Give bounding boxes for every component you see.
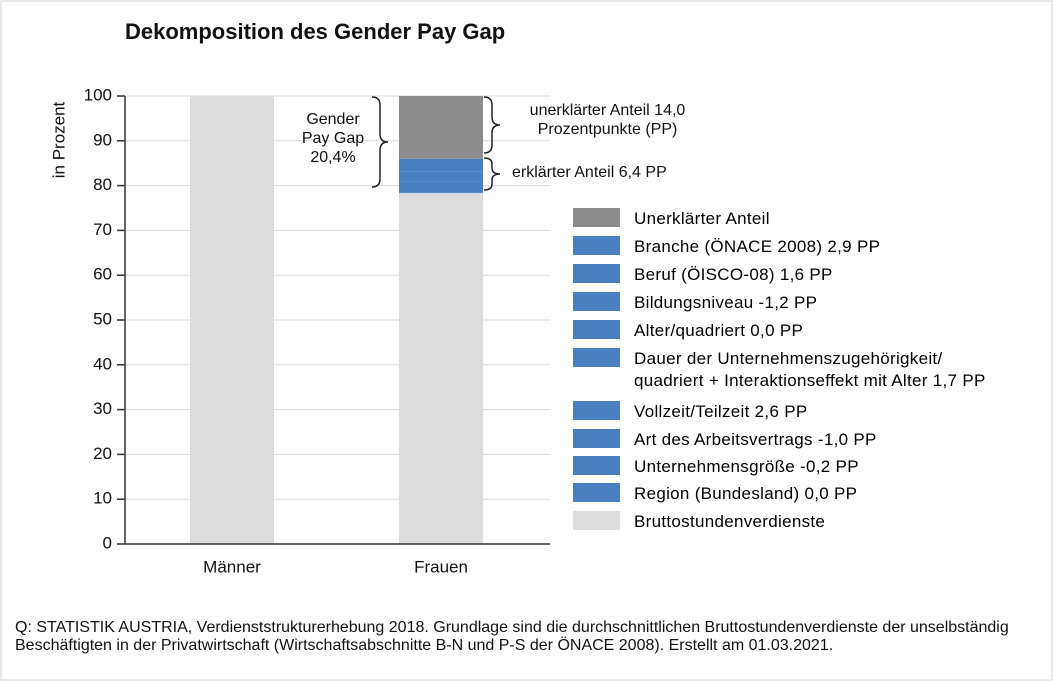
legend-item: Dauer der Unternehmenszugehörigkeit/ qua… bbox=[573, 348, 986, 392]
y-tick-label: 100 bbox=[84, 85, 112, 104]
legend-swatch bbox=[573, 264, 620, 283]
explained-annotation: erklärter Anteil 6,4 PP bbox=[512, 164, 667, 181]
legend-item: Unternehmensgröße -0,2 PP bbox=[573, 456, 859, 478]
legend-swatch bbox=[573, 348, 620, 367]
legend-label: Alter/quadriert 0,0 PP bbox=[634, 321, 804, 340]
y-tick-label: 90 bbox=[93, 130, 112, 149]
legend-label: Region (Bundesland) 0,0 PP bbox=[634, 484, 858, 503]
legend-item: Bruttostundenverdienste bbox=[573, 511, 825, 533]
legend-item: Unerklärter Anteil bbox=[573, 208, 770, 230]
unexplained-brace bbox=[483, 96, 501, 154]
legend-label: Unerklärter Anteil bbox=[634, 209, 770, 228]
legend-item: Branche (ÖNACE 2008) 2,9 PP bbox=[573, 236, 880, 258]
legend-label: Unternehmensgröße -0,2 PP bbox=[634, 457, 859, 476]
y-tick-label: 50 bbox=[93, 309, 112, 328]
legend-swatch bbox=[573, 208, 620, 227]
legend-swatch bbox=[573, 456, 620, 475]
chart-title: Dekomposition des Gender Pay Gap bbox=[125, 19, 505, 44]
y-axis-label: in Prozent bbox=[49, 101, 68, 178]
legend-label: Bruttostundenverdienste bbox=[634, 512, 826, 531]
y-tick-label: 40 bbox=[93, 354, 112, 373]
x-tick-label: Frauen bbox=[414, 557, 468, 576]
x-tick-label: Männer bbox=[203, 557, 261, 576]
legend-label: Bildungsniveau -1,2 PP bbox=[634, 293, 818, 312]
bar-segment bbox=[190, 96, 274, 544]
legend-label: Branche (ÖNACE 2008) 2,9 PP bbox=[634, 237, 881, 256]
legend-label: Vollzeit/Teilzeit 2,6 PP bbox=[634, 402, 808, 421]
bars bbox=[190, 96, 483, 544]
bar-segment bbox=[399, 171, 483, 179]
unexplained-annotation: unerklärter Anteil 14,0 Prozentpunkte (P… bbox=[529, 102, 686, 139]
legend-label: Beruf (ÖISCO-08) 1,6 PP bbox=[634, 265, 833, 284]
explained-brace bbox=[483, 157, 501, 191]
legend-item: Vollzeit/Teilzeit 2,6 PP bbox=[573, 401, 808, 423]
legend-item: Bildungsniveau -1,2 PP bbox=[573, 292, 817, 314]
legend-item: Art des Arbeitsvertrags -1,0 PP bbox=[573, 429, 877, 451]
bar-segment bbox=[399, 96, 483, 159]
bar-segment bbox=[399, 181, 483, 193]
y-tick-label: 10 bbox=[93, 489, 112, 508]
legend-swatch bbox=[573, 483, 620, 502]
bar-segment bbox=[399, 187, 483, 544]
y-tick-label: 0 bbox=[103, 533, 112, 552]
y-tick-label: 60 bbox=[93, 265, 112, 284]
gap-brace bbox=[371, 96, 389, 188]
y-tick-label: 20 bbox=[93, 444, 112, 463]
legend-label: Art des Arbeitsvertrags -1,0 PP bbox=[634, 430, 877, 449]
y-tick-label: 80 bbox=[93, 175, 112, 194]
gap-annotation: Gender Pay Gap 20,4% bbox=[301, 111, 365, 167]
legend-item: Alter/quadriert 0,0 PP bbox=[573, 320, 803, 342]
legend-swatch bbox=[573, 429, 620, 448]
legend-item: Region (Bundesland) 0,0 PP bbox=[573, 483, 857, 505]
source-note: Q: STATISTIK AUSTRIA, Verdienststrukture… bbox=[15, 619, 1009, 655]
y-tick-label: 30 bbox=[93, 399, 112, 418]
legend-swatch bbox=[573, 511, 620, 530]
legend-swatch bbox=[573, 236, 620, 255]
legend-item: Beruf (ÖISCO-08) 1,6 PP bbox=[573, 264, 833, 286]
legend-swatch bbox=[573, 320, 620, 339]
legend-label: Dauer der Unternehmenszugehörigkeit/ qua… bbox=[634, 349, 986, 391]
legend-swatch bbox=[573, 292, 620, 311]
bar-segment bbox=[399, 158, 483, 172]
y-tick-label: 70 bbox=[93, 220, 112, 239]
legend-swatch bbox=[573, 401, 620, 420]
